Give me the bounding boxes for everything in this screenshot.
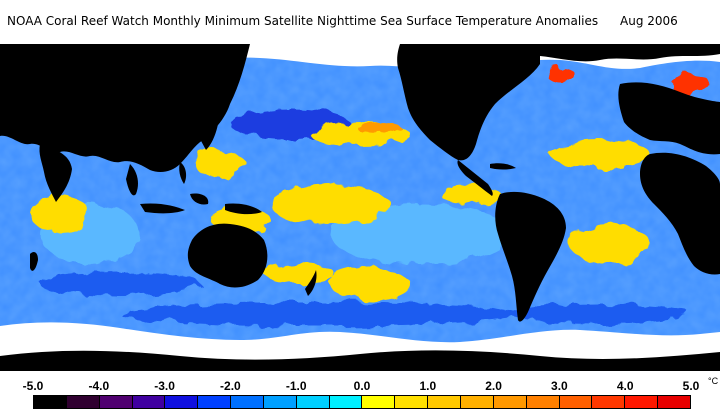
legend-tick-label: -4.0 [88, 379, 110, 393]
legend-tick-label: -3.0 [154, 379, 175, 393]
legend-swatch [99, 396, 133, 408]
legend-swatch [625, 396, 659, 408]
color-legend: -5.0 -4.0 -3.0 -2.0 -1.0 0.0 1.0 2.0 3.0 4.0 5.0 °… [0, 371, 720, 411]
legend-swatch [34, 396, 67, 408]
legend-swatch [329, 396, 363, 408]
land-indonesia-2 [190, 193, 209, 205]
land-cuba [490, 163, 516, 170]
legend-swatch [263, 396, 297, 408]
warm-patch-central-pacific [330, 268, 410, 300]
legend-swatch [559, 396, 593, 408]
sst-anomaly-map [0, 44, 720, 371]
legend-swatch [296, 396, 330, 408]
hot-patch-arctic-east [670, 74, 710, 94]
land-greenland [540, 44, 720, 62]
legend-swatch [66, 396, 100, 408]
land-central-america [457, 160, 493, 196]
legend-tick-label: 3.0 [551, 379, 568, 393]
legend-tick-label: 2.0 [485, 379, 502, 393]
legend-swatch [165, 396, 199, 408]
legend-unit: °C [708, 376, 719, 386]
legend-swatch [132, 396, 166, 408]
legend-swatch [493, 396, 527, 408]
cool-patch-south-atlantic [510, 304, 690, 324]
warm-patch-western-pacific [195, 150, 245, 178]
land-japan [200, 124, 218, 150]
legend-tick-label: -1.0 [285, 379, 307, 393]
legend-tick-label: 5.0 [682, 379, 700, 393]
land-europe [618, 82, 720, 155]
land-madagascar [30, 252, 38, 271]
legend-tick-label: 1.0 [419, 379, 437, 393]
legend-swatch [231, 396, 264, 408]
legend-tick-label: -5.0 [22, 379, 44, 393]
land-new-zealand [305, 270, 317, 296]
legend-swatch [658, 396, 690, 408]
warm-patch-indian [30, 196, 90, 232]
map-title: NOAA Coral Reef Watch Monthly Minimum Sa… [0, 0, 720, 44]
continents [0, 44, 720, 371]
warm-patch-south-pacific [265, 264, 335, 284]
land-north-america [397, 44, 540, 161]
land-australia [187, 223, 268, 288]
legend-tick-label: -2.0 [220, 379, 241, 393]
light-patch-pacific [330, 204, 510, 264]
legend-swatch [198, 396, 232, 408]
land-africa [640, 152, 720, 275]
land-indochina [126, 164, 138, 196]
legend-swatch [526, 396, 560, 408]
legend-swatch [362, 396, 396, 408]
land-india [39, 144, 72, 202]
warm-patch-equatorial-pacific [270, 184, 390, 224]
land-antarctica [0, 350, 720, 371]
legend-swatch [395, 396, 429, 408]
land-philippines [179, 162, 187, 184]
legend-tick-label: 0.0 [353, 379, 371, 393]
warm-patch-north-atlantic [550, 140, 650, 168]
title-text: NOAA Coral Reef Watch Monthly Minimum Sa… [7, 14, 599, 28]
hot-patch-north-pacific [358, 123, 402, 135]
warm-patch-south-atlantic [570, 224, 650, 264]
legend-colorbar [33, 395, 691, 409]
legend-tick-label: 4.0 [616, 379, 634, 393]
legend-swatch [428, 396, 461, 408]
land-new-guinea [225, 203, 262, 215]
land-south-america [495, 191, 566, 322]
legend-swatch [592, 396, 626, 408]
legend-swatch [460, 396, 494, 408]
cool-patch-south-indian [40, 272, 200, 296]
title-date: Aug 2006 [620, 14, 678, 28]
cool-patch-southern-ocean [120, 302, 520, 326]
land-indonesia-1 [140, 203, 185, 214]
hot-patch-north-atlantic [546, 66, 574, 82]
land-asia [0, 44, 250, 172]
